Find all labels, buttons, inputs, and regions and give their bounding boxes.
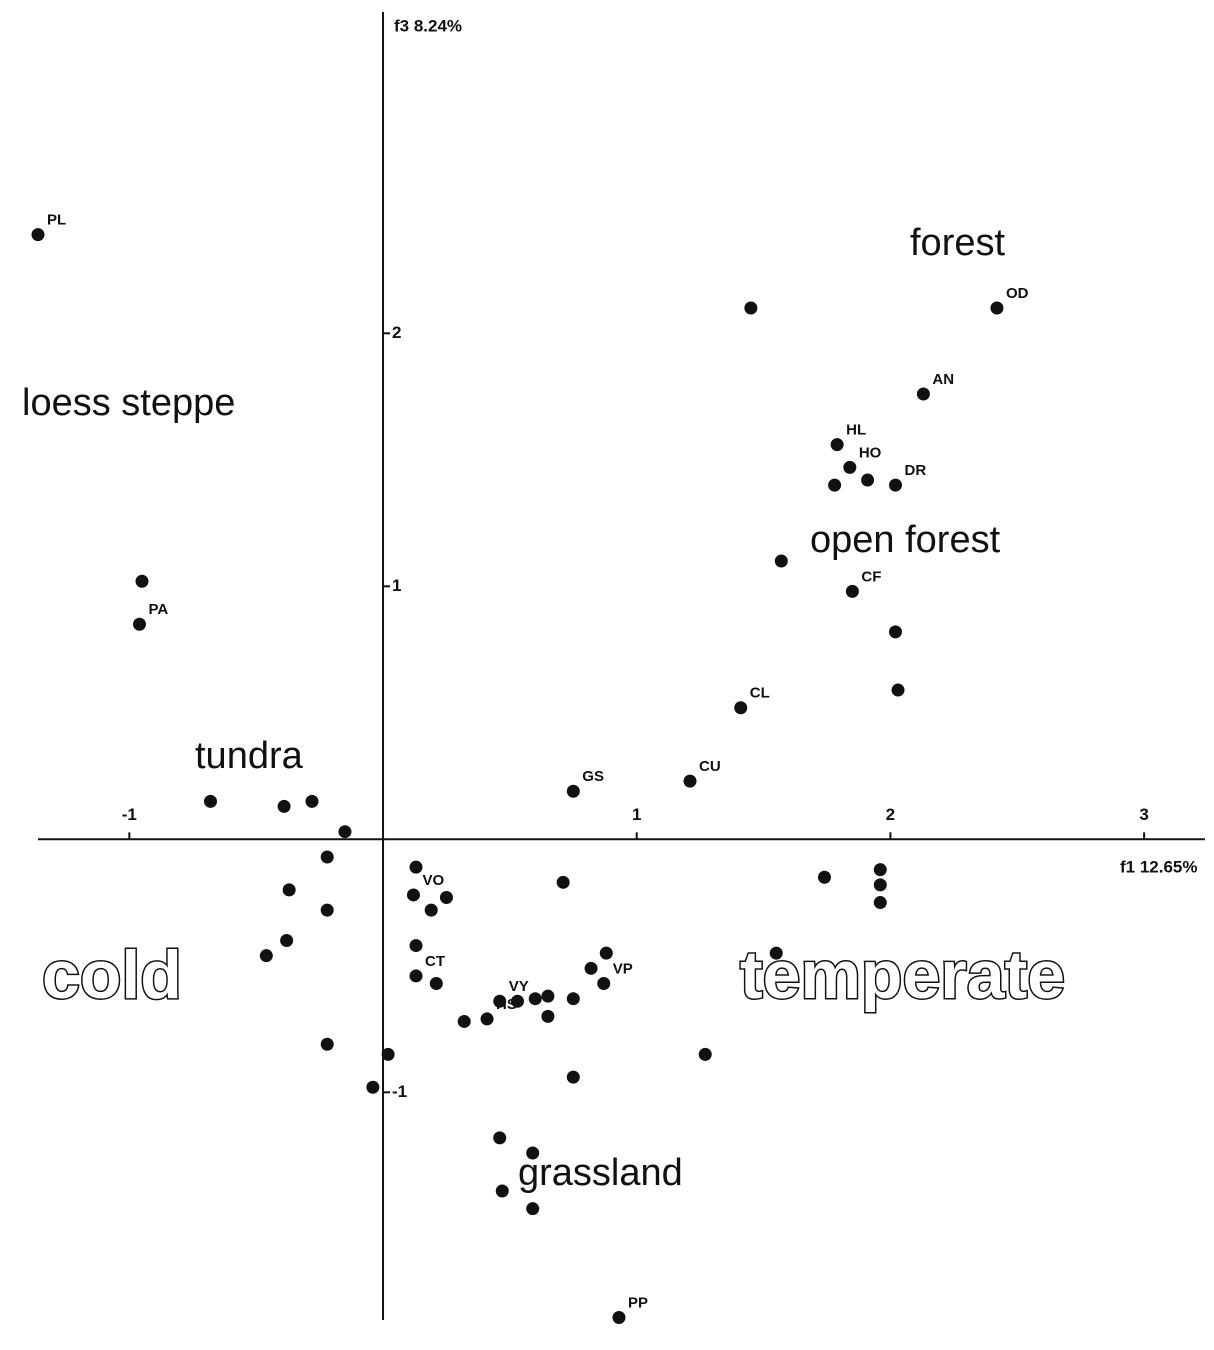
region-label: grassland [518,1152,683,1194]
y-axis-label: f3 8.24% [394,16,462,35]
point [493,995,506,1008]
point [828,479,841,492]
point-label: CU [699,758,721,775]
point-label: OD [1006,285,1029,302]
point-label: VO [422,872,444,889]
point-label: CT [425,953,445,970]
point [133,618,146,631]
point [321,1038,334,1051]
point [321,904,334,917]
point [597,977,610,990]
point [831,438,844,451]
point [32,228,45,241]
point [734,701,747,714]
point [136,575,149,588]
point [990,302,1003,315]
x-tick-label: 2 [886,805,895,824]
point [889,625,902,638]
point [541,1010,554,1023]
point [567,1071,580,1084]
point [874,896,887,909]
point [410,939,423,952]
point [338,825,351,838]
x-tick-label: 3 [1139,805,1148,824]
point [846,585,859,598]
chart: f1 12.65% f3 8.24% -1 1 2 3 -1 1 2 PL OD AN HL HO DR… [0,0,1214,1350]
region-label: open forest [810,519,1001,561]
point [874,863,887,876]
point [861,474,874,487]
point [430,977,443,990]
y-tick-label: 1 [392,576,401,595]
point-label: HL [846,422,866,439]
point-label: DR [904,462,926,479]
point [612,1311,625,1324]
point-label: VY [509,978,529,995]
point [493,1131,506,1144]
point [917,388,930,401]
x-tick-label: -1 [122,805,137,824]
x-tick-label: 1 [632,805,641,824]
region-label: tundra [195,735,304,777]
point [458,1015,471,1028]
point [440,891,453,904]
point [496,1184,509,1197]
point-label: PL [47,212,66,229]
point [410,969,423,982]
point [529,992,542,1005]
point-label: CL [750,685,770,702]
point [278,800,291,813]
point [511,995,524,1008]
region-label: loess steppe [22,382,235,424]
point [874,878,887,891]
point [204,795,217,808]
point [260,949,273,962]
point [567,992,580,1005]
point [481,1012,494,1025]
point-label: CF [861,568,881,585]
point [585,962,598,975]
point [557,876,570,889]
y-tick-label: -1 [392,1082,407,1101]
point [889,479,902,492]
point [382,1048,395,1061]
point [425,904,438,917]
point [567,785,580,798]
point [744,302,757,315]
point [541,990,554,1003]
point-label: PA [148,601,168,618]
point-label: GS [582,768,604,785]
point-label: AN [932,371,954,388]
point [283,883,296,896]
point-label: PP [628,1294,648,1311]
y-tick-label: 2 [392,323,401,342]
point [892,684,905,697]
region-label: temperate [740,937,1065,1013]
point [407,888,420,901]
region-label: forest [910,222,1005,264]
point [410,861,423,874]
x-axis-label: f1 12.65% [1120,857,1198,876]
region-label: cold [42,937,182,1013]
point [843,461,856,474]
point [305,795,318,808]
point [280,934,293,947]
point-label: VP [613,960,633,977]
point [699,1048,712,1061]
point [321,851,334,864]
point [526,1202,539,1215]
point [683,775,696,788]
point [366,1081,379,1094]
point [818,871,831,884]
point [775,555,788,568]
point-label: HO [859,444,882,461]
point [600,947,613,960]
